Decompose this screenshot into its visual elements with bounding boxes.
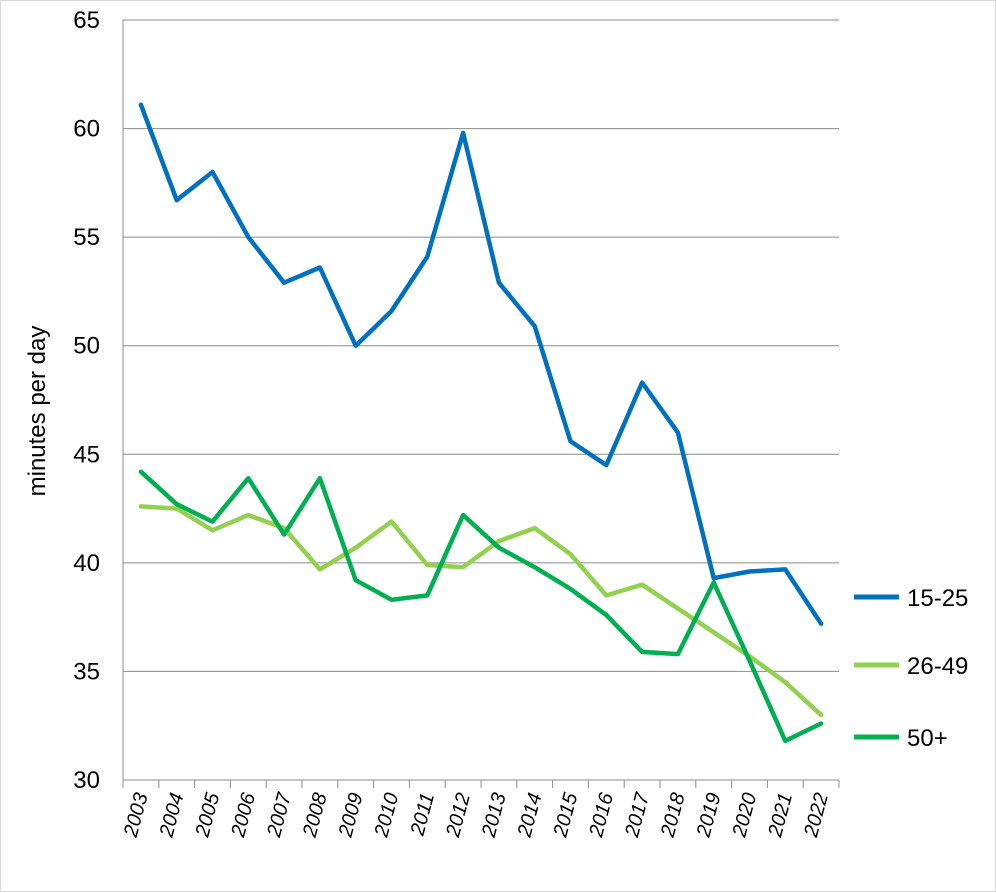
series-line-26-49 xyxy=(138,504,824,718)
y-axis-ticks: 30 35 40 45 50 55 60 65 xyxy=(73,7,100,794)
series-lines xyxy=(138,102,824,744)
x-tick-label: 2014 xyxy=(514,791,547,841)
y-tick-label: 35 xyxy=(73,658,100,685)
x-tick-label: 2003 xyxy=(120,791,153,841)
legend: 15-25 26-49 50+ xyxy=(854,585,968,752)
series-line-15-25 xyxy=(138,102,824,626)
legend-label: 50+ xyxy=(907,725,948,752)
y-tick-label: 45 xyxy=(73,441,100,468)
x-tick-label: 2018 xyxy=(657,791,690,841)
y-tick-label: 60 xyxy=(73,116,100,143)
x-tick-label: 2011 xyxy=(406,791,439,839)
y-tick-label: 30 xyxy=(73,767,100,794)
x-tick-label: 2017 xyxy=(621,790,654,840)
x-tick-label: 2004 xyxy=(156,791,189,841)
legend-label: 15-25 xyxy=(907,585,968,612)
x-tick-label: 2013 xyxy=(478,791,511,841)
x-tick-label: 2005 xyxy=(191,790,224,840)
x-axis: 2003 2004 2005 2006 2007 2008 2009 2010 2011 2012… xyxy=(120,20,840,841)
y-tick-label: 65 xyxy=(73,7,100,34)
series-line-50plus xyxy=(138,469,824,744)
x-tick-label: 2022 xyxy=(800,791,833,841)
x-tick-label: 2016 xyxy=(585,790,618,840)
y-tick-label: 40 xyxy=(73,550,100,577)
y-tick-label: 55 xyxy=(73,224,100,251)
gridlines xyxy=(123,19,839,672)
x-tick-label: 2010 xyxy=(370,791,403,841)
x-tick-label: 2009 xyxy=(335,791,368,841)
x-tick-label: 2015 xyxy=(549,790,582,840)
x-tick-label: 2020 xyxy=(728,791,761,841)
x-tick-label: 2021 xyxy=(764,791,797,841)
x-tick-label: 2006 xyxy=(227,790,260,840)
legend-label: 26-49 xyxy=(907,653,968,680)
x-tick-label: 2007 xyxy=(263,790,296,840)
x-tick-label: 2008 xyxy=(299,791,332,841)
x-tick-label: 2019 xyxy=(693,791,726,841)
y-tick-label: 50 xyxy=(73,333,100,360)
x-tick-label: 2012 xyxy=(442,791,475,841)
y-axis-label: minutes per day xyxy=(24,326,51,497)
